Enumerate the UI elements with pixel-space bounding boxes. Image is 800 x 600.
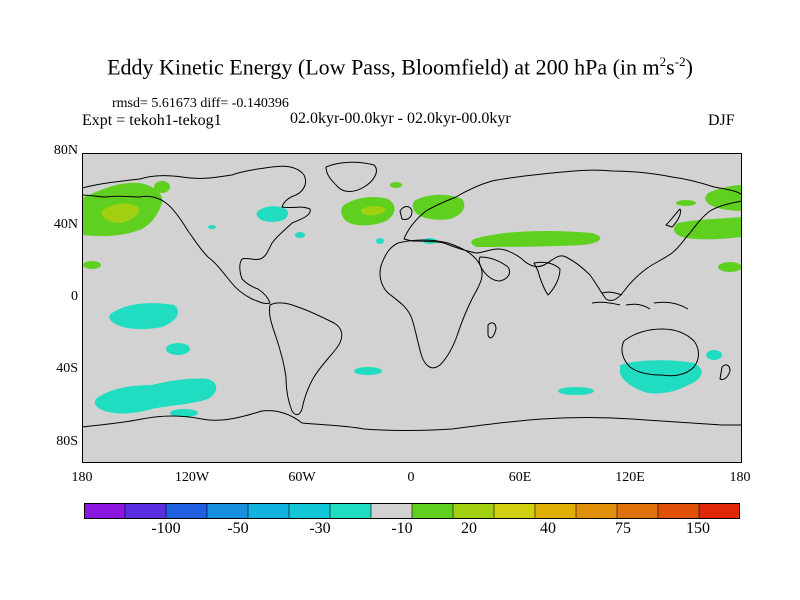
colorbar-cell [247,503,290,519]
colorbar-cell [616,503,659,519]
colorbar-cell [411,503,454,519]
anomaly-region-small-5 [676,200,696,206]
colorbar-label: 40 [540,520,556,537]
anomaly-region-small-4 [390,182,402,188]
anomaly-region-small-3 [154,181,170,193]
anomaly-region-neamerica [256,206,288,222]
colorbar-cell [165,503,208,519]
anomaly-region-nwpac [673,217,742,240]
stats-label: rmsd= 5.61673 diff= -0.140396 [112,96,289,111]
colorbar-cell [329,503,372,519]
x-tick-label: 120E [615,470,645,485]
coastlines [82,161,742,431]
anomaly-region-npac-core [101,203,139,223]
anomaly-region-small-7 [170,409,198,417]
anomaly-region-spac [109,303,178,330]
anomaly-region-small-2 [718,262,742,272]
colorbar-label: 20 [461,520,477,537]
colorbar-cell [206,503,249,519]
colorbar-label: 150 [686,520,710,537]
x-tick-label: 60E [508,470,532,485]
period-label: 02.0kyr-00.0kyr - 02.0kyr-00.0kyr [290,110,511,127]
colorbar-cell [370,503,413,519]
x-tick-label: 180 [729,470,751,485]
x-tick-label: 60W [288,470,316,485]
colorbar-cell [493,503,536,519]
colorbar-cell [698,503,740,519]
anomaly-region-small-14 [208,225,216,229]
x-tick-label: 120W [174,470,210,485]
anomaly-region-small-6 [166,343,190,355]
anomaly-region-australia [620,360,702,394]
colorbar-label: -10 [391,520,413,537]
x-tick-label: 180 [71,470,93,485]
colorbar-cell [124,503,167,519]
anomaly-region-small-1 [83,261,101,269]
anomaly-region-small-12 [706,350,722,360]
colorbar-cell [534,503,577,519]
y-tick-label: 40S [56,361,78,376]
anomaly-region-small-9 [558,387,594,395]
map-plot [82,153,742,463]
anomaly-region-socean [94,378,217,414]
colorbar-cell [657,503,700,519]
experiment-label: Expt = tekoh1-tekog1 [82,112,222,129]
colorbar-cell [84,503,126,519]
anomaly-region-small-11 [376,238,384,244]
colorbar-cell [288,503,331,519]
anomaly-region-small-8 [354,367,382,375]
colorbar [84,503,740,519]
season-label: DJF [708,112,735,129]
colorbar-label: -50 [227,520,249,537]
colorbar-cell [575,503,618,519]
colorbar-label: -30 [309,520,331,537]
x-tick-label: 0 [407,470,415,485]
anomaly-region-nwpac-north [705,185,742,211]
y-tick-label: 0 [71,289,78,304]
y-tick-label: 80N [53,143,78,158]
anomaly-region-europe [412,194,465,220]
anomaly-region-asia-jet [471,231,601,247]
y-tick-label: 80S [56,434,78,449]
map-frame [82,153,742,463]
colorbar-cell [452,503,495,519]
y-tick-label: 40N [53,217,78,232]
colorbar-label: 75 [615,520,631,537]
colorbar-label: -100 [151,520,181,537]
anomaly-region-natl-core [361,206,386,216]
anomaly-region-small-13 [295,232,305,238]
chart-title: Eddy Kinetic Energy (Low Pass, Bloomfiel… [107,54,693,80]
